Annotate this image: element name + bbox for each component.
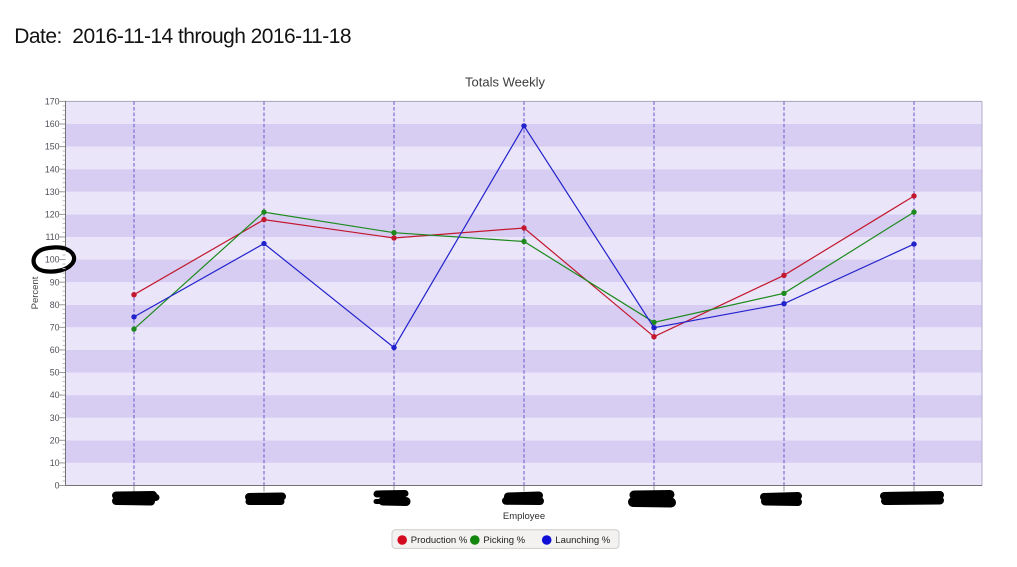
- svg-text:120: 120: [45, 209, 60, 219]
- svg-text:150: 150: [45, 142, 60, 152]
- svg-text:50: 50: [50, 368, 60, 378]
- svg-text:100: 100: [45, 255, 60, 265]
- svg-text:0: 0: [55, 481, 60, 491]
- svg-text:20: 20: [50, 435, 60, 445]
- svg-text:Date: 2016-11-14 through 2016: Date: 2016-11-14 through 2016-11-18: [14, 25, 351, 48]
- svg-text:60: 60: [50, 345, 60, 355]
- svg-text:30: 30: [50, 413, 60, 423]
- svg-text:140: 140: [45, 164, 60, 174]
- svg-text:160: 160: [45, 119, 60, 129]
- svg-text:Picking %: Picking %: [483, 535, 525, 546]
- svg-text:90: 90: [50, 277, 60, 287]
- svg-text:130: 130: [45, 187, 60, 197]
- svg-text:40: 40: [50, 390, 60, 400]
- svg-text:Production %: Production %: [411, 535, 468, 546]
- svg-text:Employee: Employee: [503, 511, 545, 522]
- svg-text:10: 10: [50, 458, 60, 468]
- svg-text:Percent: Percent: [30, 276, 41, 309]
- svg-text:110: 110: [45, 232, 59, 242]
- svg-text:170: 170: [45, 97, 60, 107]
- svg-text:Launching %: Launching %: [555, 535, 610, 546]
- svg-text:Totals Weekly: Totals Weekly: [465, 75, 545, 90]
- svg-text:80: 80: [50, 300, 60, 310]
- svg-text:70: 70: [50, 322, 60, 332]
